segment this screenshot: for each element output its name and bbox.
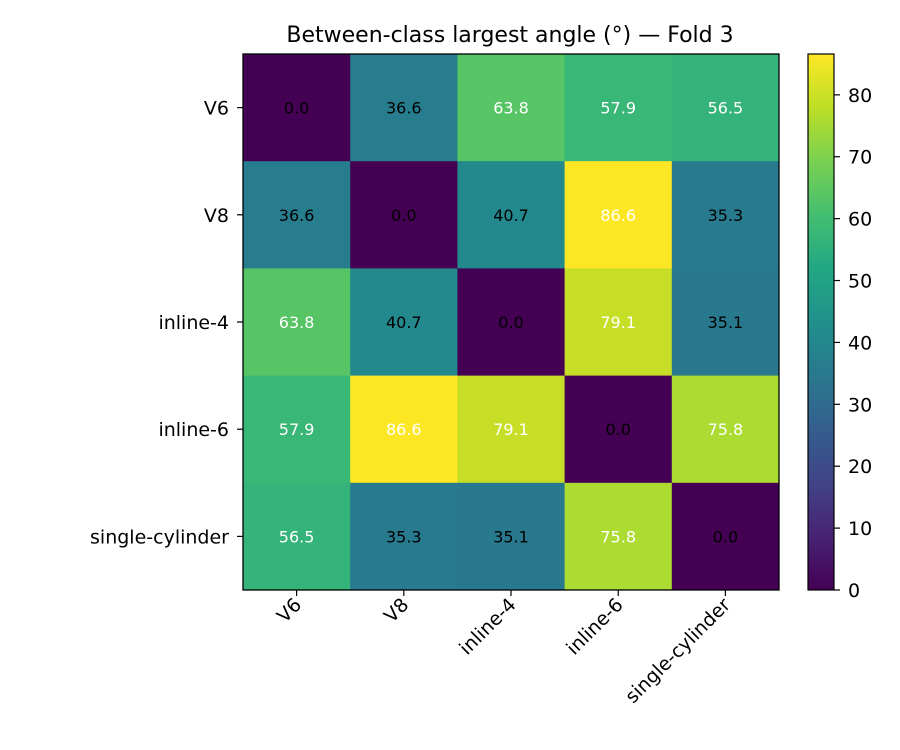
- row-axis-labels: V6 V8 inline-4 inline-6 single-cylinder: [90, 98, 243, 548]
- colorbar-tick-label: 20: [848, 456, 872, 478]
- heatmap-cell: [457, 482, 566, 591]
- heatmap-cell: [671, 161, 780, 269]
- cell-value-label: 75.8: [708, 420, 744, 439]
- colorbar-gradient: [807, 53, 835, 591]
- colorbar-tick-label: 60: [848, 209, 872, 231]
- cell-value-label: 57.9: [279, 420, 315, 439]
- cell-value-label: 36.6: [279, 206, 315, 225]
- cell-value-label: 63.8: [279, 313, 315, 332]
- colorbar-tick-label: 50: [848, 271, 872, 293]
- heatmap-cell: [564, 375, 673, 484]
- heatmap-cell: [671, 54, 780, 162]
- chart-title: Between-class largest angle (°) — Fold 3: [286, 23, 733, 48]
- heatmap-cell: [243, 54, 351, 162]
- cell-value-label: 35.1: [708, 313, 744, 332]
- heatmap-cell: [457, 54, 566, 162]
- heatmap-cell: [350, 482, 458, 591]
- cell-value-label: 63.8: [493, 99, 529, 118]
- heatmap-cell: [564, 54, 673, 162]
- heatmap-cell: [564, 161, 673, 269]
- cell-value-label: 56.5: [708, 99, 744, 118]
- heatmap-cell: [457, 161, 566, 269]
- cell-value-label: 35.3: [386, 527, 422, 546]
- colorbar-tick-label: 30: [848, 394, 872, 416]
- cell-value-label: 86.6: [600, 206, 636, 225]
- colorbar-tick-label: 0: [848, 580, 860, 602]
- y-tick-label: inline-6: [158, 419, 229, 441]
- cell-value-label: 40.7: [386, 313, 422, 332]
- cell-value-label: 75.8: [600, 527, 636, 546]
- heatmap-cell: [564, 482, 673, 591]
- heatmap-cell: [457, 268, 566, 377]
- cell-value-label: 56.5: [279, 527, 315, 546]
- cell-value-label: 35.3: [708, 206, 744, 225]
- cell-value-label: 79.1: [600, 313, 636, 332]
- y-tick-label: single-cylinder: [90, 526, 229, 548]
- colorbar-tick-label: 10: [848, 518, 872, 540]
- y-tick-label: V8: [204, 205, 229, 227]
- colorbar-tick-label: 80: [848, 85, 872, 107]
- cell-value-label: 36.6: [386, 99, 422, 118]
- cell-value-label: 57.9: [600, 99, 636, 118]
- heatmap-cell: [350, 375, 458, 484]
- heatmap-cell: [671, 268, 780, 377]
- cell-value-label: 0.0: [605, 420, 630, 439]
- heatmap-cell: [350, 161, 458, 269]
- cell-value-label: 40.7: [493, 206, 529, 225]
- heatmap-cell: [243, 161, 351, 269]
- cell-value-label: 0.0: [284, 99, 309, 118]
- y-tick-label: V6: [204, 98, 229, 120]
- cell-value-label: 0.0: [391, 206, 416, 225]
- heatmap-cell: [350, 268, 458, 377]
- colorbar-tick-label: 40: [848, 332, 872, 354]
- cell-value-label: 35.1: [493, 527, 529, 546]
- colorbar-tick-label: 70: [848, 147, 872, 169]
- heatmap-cell: [243, 482, 351, 591]
- heatmap-cell: [671, 482, 780, 591]
- heatmap-cell: [243, 268, 351, 377]
- heatmap-cell: [457, 375, 566, 484]
- colorbar: 0 10 20 30 40 50 60 70 80: [807, 53, 872, 602]
- cell-value-label: 79.1: [493, 420, 529, 439]
- heatmap-cell: [564, 268, 673, 377]
- heatmap-cell: [350, 54, 458, 162]
- cell-value-label: 0.0: [498, 313, 523, 332]
- cell-value-label: 86.6: [386, 420, 422, 439]
- y-tick-label: inline-4: [158, 312, 229, 334]
- cell-value-label: 0.0: [713, 527, 738, 546]
- heatmap-grid: 0.0 36.6 63.8 57.9 56.5 36.6 0.0 40.7 86.6 35.3 63…: [242, 53, 780, 591]
- heatmap-cell: [243, 375, 351, 484]
- heatmap-cell: [671, 375, 780, 484]
